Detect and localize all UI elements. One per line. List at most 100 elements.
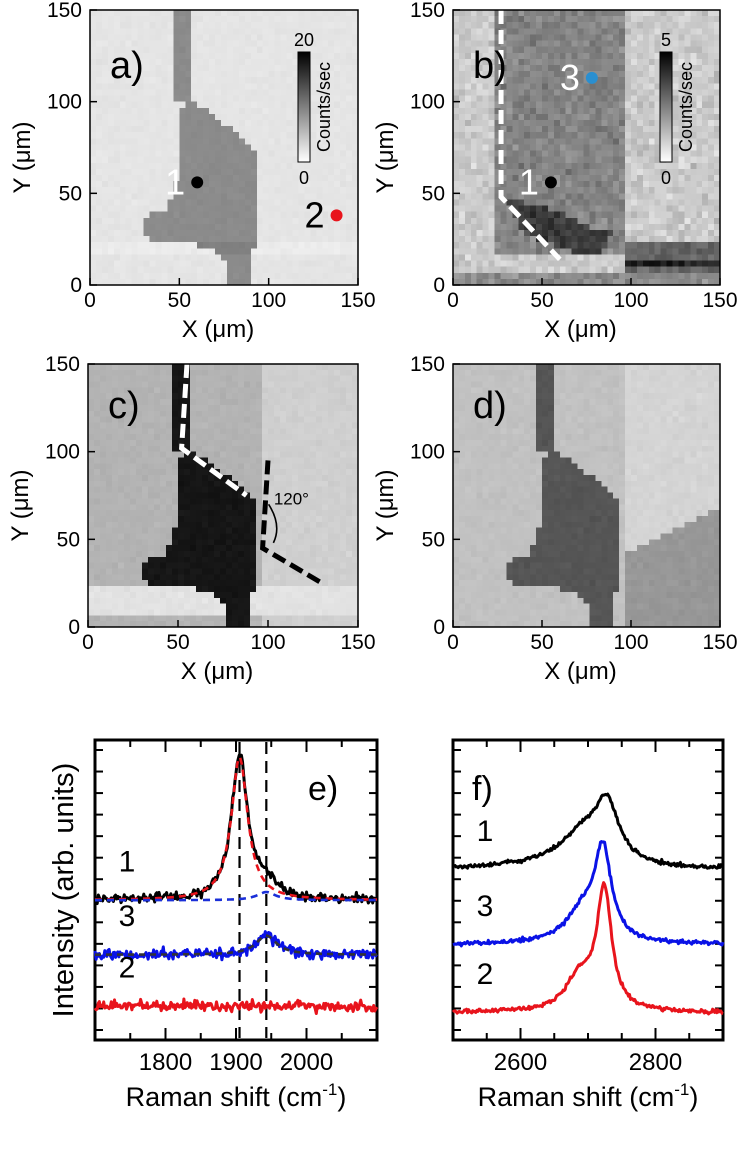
heatmap-cell (90, 260, 97, 268)
heatmap-cell (672, 242, 680, 249)
heatmap-cell (196, 480, 203, 488)
heatmap-cell (107, 236, 115, 243)
heatmap-cell (185, 211, 192, 219)
heatmap-cell (232, 248, 240, 256)
heatmap-cell (334, 272, 341, 280)
heatmap-cell (494, 10, 502, 17)
heatmap-cell (137, 16, 145, 23)
heatmap-cell (672, 132, 680, 139)
heatmap-cell (684, 77, 691, 84)
heatmap-cell (352, 46, 359, 54)
heatmap-cell (636, 16, 644, 23)
heatmap-cell (346, 77, 353, 84)
heatmap-cell (131, 254, 139, 262)
heatmap-cell (203, 230, 210, 237)
heatmap-cell (280, 120, 288, 127)
heatmap-cell (178, 364, 185, 371)
heatmap-cell (322, 199, 329, 207)
heatmap-cell (310, 150, 317, 158)
heatmap-cell (238, 217, 246, 225)
heatmap-cell (106, 551, 113, 558)
heatmap-cell (94, 457, 101, 464)
heatmap-cell (256, 272, 264, 280)
heatmap-cell (203, 77, 210, 84)
heatmap-cell (476, 132, 484, 139)
heatmap-cell (559, 107, 567, 115)
heatmap-cell (90, 205, 97, 213)
heatmap-cell (178, 480, 185, 488)
heatmap-cell (107, 22, 115, 29)
heatmap-cell (232, 175, 240, 182)
x-tick-label: 0 (447, 289, 459, 312)
heatmap-cell (660, 254, 668, 262)
heatmap-cell (708, 199, 715, 207)
heatmap-cell (184, 439, 191, 447)
heatmap-cell (577, 52, 585, 60)
heatmap-cell (221, 217, 228, 225)
heatmap-cell (352, 65, 359, 72)
heatmap-cell (530, 175, 537, 182)
heatmap-cell (185, 242, 192, 249)
heatmap-cell (352, 120, 359, 127)
heatmap-cell (340, 16, 347, 23)
heatmap-cell (124, 527, 131, 535)
heatmap-cell (500, 95, 507, 103)
heatmap-cell (100, 545, 107, 552)
heatmap-cell (571, 266, 579, 274)
heatmap-cell (571, 120, 579, 127)
heatmap-cell (173, 168, 180, 176)
heatmap-cell (500, 175, 507, 182)
heatmap-cell (100, 574, 107, 581)
heatmap-cell (672, 107, 680, 115)
heatmap-cell (340, 199, 347, 207)
heatmap-cell (494, 138, 502, 146)
heatmap-cell (179, 126, 186, 133)
heatmap-cell (131, 107, 139, 115)
heatmap-cell (512, 162, 519, 170)
heatmap-cell (292, 120, 300, 127)
heatmap-cell (500, 168, 507, 176)
heatmap-cell (124, 369, 131, 377)
heatmap-cell (464, 52, 472, 60)
heatmap-cell (191, 278, 198, 286)
heatmap-cell (95, 162, 103, 170)
heatmap-cell (601, 95, 608, 103)
heatmap-cell (215, 156, 222, 164)
heatmap-cell (101, 107, 109, 115)
heatmap-cell (154, 621, 161, 628)
heatmap-cell (613, 272, 620, 280)
heatmap-cell (672, 77, 680, 84)
heatmap-cell (334, 95, 341, 103)
heatmap-cell (112, 521, 119, 529)
heatmap-cell (536, 34, 543, 42)
heatmap-cell (292, 175, 300, 182)
heatmap-cell (286, 260, 294, 268)
heatmap-cell (512, 236, 519, 243)
heatmap-cell (636, 34, 644, 42)
heatmap-cell (196, 434, 203, 441)
heatmap-cell (215, 83, 222, 91)
heatmap-cell (559, 236, 567, 243)
heatmap-cell (184, 568, 191, 575)
heatmap-cell (209, 58, 216, 66)
heatmap-cell (107, 34, 115, 42)
heatmap-cell (607, 272, 614, 280)
heatmap-cell (571, 230, 579, 237)
heatmap-cell (690, 236, 697, 243)
heatmap-cell (190, 451, 197, 459)
heatmap-cell (631, 150, 638, 158)
heatmap-cell (589, 113, 596, 121)
heatmap-cell (708, 260, 715, 268)
heatmap-cell (95, 187, 103, 194)
heatmap-cell (119, 40, 127, 48)
heatmap-cell (346, 65, 353, 72)
heatmap-cell (565, 16, 573, 23)
heatmap-cell (143, 242, 151, 249)
heatmap-cell (190, 515, 197, 523)
heatmap-cell (524, 58, 531, 66)
heatmap-cell (202, 439, 209, 447)
heatmap-cell (106, 469, 113, 476)
colorbar-label: Counts/sec (676, 62, 696, 152)
heatmap-cell (286, 34, 294, 42)
heatmap-cell (678, 150, 685, 158)
